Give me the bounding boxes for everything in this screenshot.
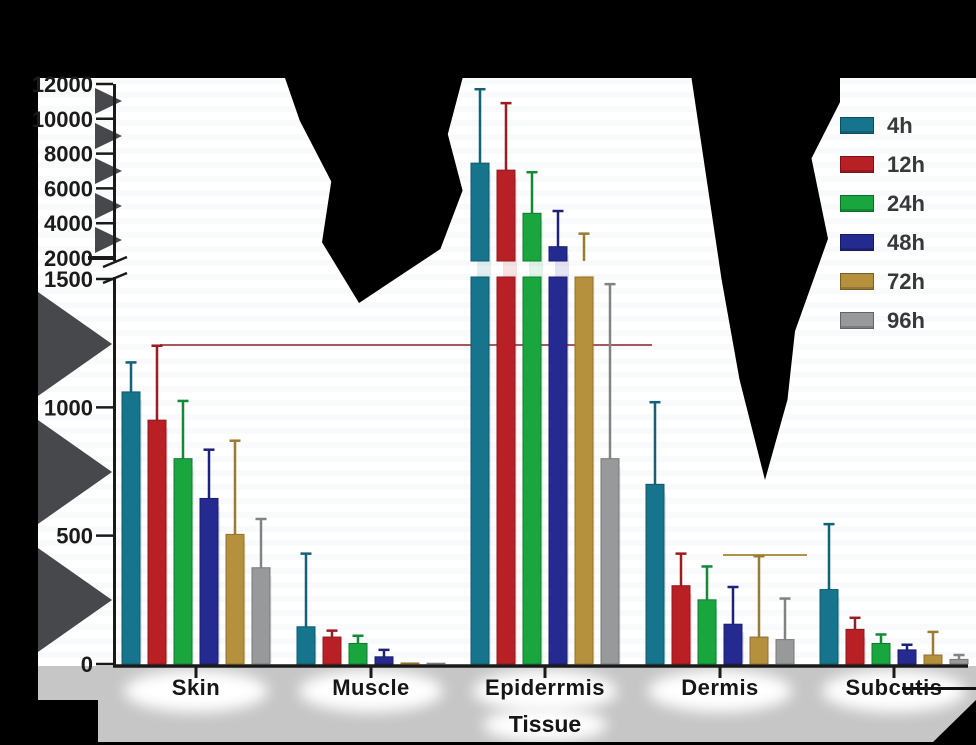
legend-label-4h: 4h [887,112,913,138]
legend-item-96h: 96h [840,301,976,340]
legend-swatch-48h [840,234,874,251]
bar-epiderrmis-24h [522,170,543,665]
axis-break-mark [102,255,128,269]
legend-item-4h: 4h [840,106,976,145]
bar-muscle-72h [400,662,420,665]
black-line-artifact [902,687,976,690]
bar-epiderrmis-72h [574,232,595,665]
y-axis-tick-label: 6000 [44,176,93,201]
bar-dermis-72h [749,554,769,665]
bar-subcutis-4h [819,522,840,665]
legend-label-96h: 96h [887,307,925,333]
bar-subcutis-96h [949,653,969,665]
legend-swatch-72h [840,273,874,290]
bar-epiderrmis-4h [470,87,491,665]
bar-subcutis-48h [897,643,917,665]
bar-skin-72h [225,439,246,665]
bar-subcutis-24h [871,633,891,665]
black-bottom-strip [0,742,976,745]
bar-muscle-48h [374,648,394,665]
bar-epiderrmis-12h [496,101,517,665]
legend-label-12h: 12h [887,151,925,177]
category-label-dermis: Dermis [681,675,759,700]
bar-skin-96h [251,517,272,665]
legend-item-48h: 48h [840,223,976,262]
category-label-muscle: Muscle [332,675,410,700]
y-axis-tick-label: 1000 [44,395,93,420]
legend-swatch-4h [840,117,874,134]
black-corner-bottom-left [38,700,98,745]
x-axis-title: Tissue [508,711,582,737]
bar-muscle-4h [296,552,317,665]
bar-subcutis-72h [923,630,943,665]
axis-break-mark [102,271,128,285]
y-axis-tick-label: 4000 [44,211,93,236]
legend-swatch-24h [840,195,874,212]
bar-skin-48h [199,448,220,665]
red-line-artifact [160,344,652,346]
bar-skin-4h [121,361,142,665]
category-label-skin: Skin [171,675,221,700]
y-axis-tick-label: 0 [81,652,93,677]
y-axis-tick-label: 2000 [44,246,93,271]
bar-dermis-96h [775,597,795,665]
gold-line-artifact [723,554,807,556]
bar-epiderrmis-96h [600,282,621,665]
legend: 4h 12h 24h 48h 72h 96h [840,106,976,340]
legend-label-72h: 72h [887,268,925,294]
label-halo [483,708,607,742]
bar-dermis-4h [645,400,666,665]
category-label-epiderrmis: Epiderrmis [485,675,605,700]
y-axis-tick-label: 10000 [32,107,93,132]
y-axis-tick-label: 500 [56,524,93,549]
bar-dermis-12h [671,552,692,665]
bar-muscle-24h [348,634,368,665]
legend-item-72h: 72h [840,262,976,301]
legend-item-24h: 24h [840,184,976,223]
y-axis-tick-label: 12000 [32,72,93,97]
legend-item-12h: 12h [840,145,976,184]
bar-subcutis-12h [845,616,866,665]
y-axis-tick-label: 1500 [44,267,93,292]
bar-muscle-96h [426,662,446,665]
legend-label-24h: 24h [887,190,925,216]
y-axis-tick-label: 8000 [44,142,93,167]
bar-dermis-48h [723,585,744,665]
legend-label-48h: 48h [887,229,925,255]
bar-dermis-24h [697,565,718,665]
bar-epiderrmis-48h [548,209,569,665]
legend-swatch-96h [840,312,874,329]
legend-swatch-12h [840,156,874,173]
category-label-subcutis: Subcutis [845,675,943,700]
bar-muscle-12h [322,629,342,665]
bar-skin-24h [173,399,194,665]
bar-skin-12h [147,344,168,665]
